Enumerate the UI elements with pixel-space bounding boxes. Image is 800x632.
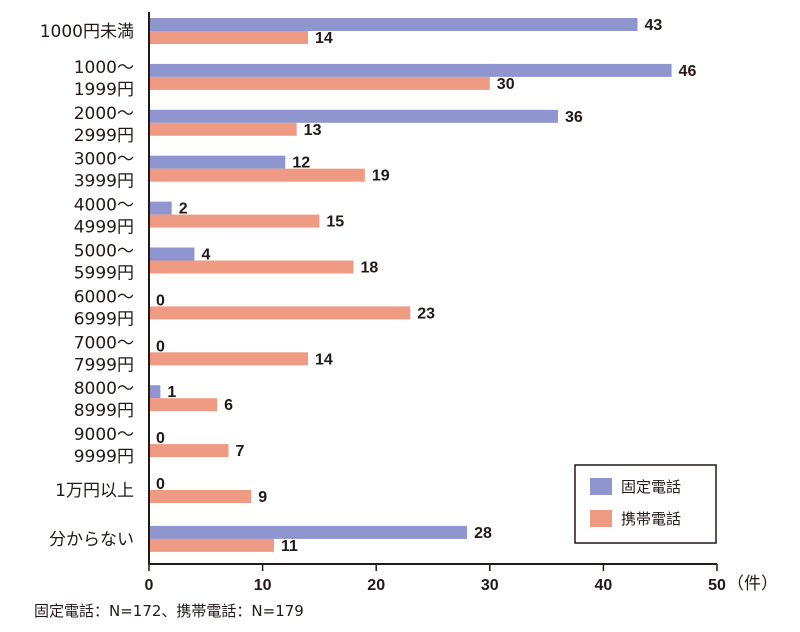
bar-fixed-4 bbox=[149, 201, 172, 215]
value-label-mobile-2: 13 bbox=[304, 122, 322, 139]
category-label-2-1: 2999円 bbox=[74, 126, 134, 146]
value-label-fixed-10: 0 bbox=[156, 476, 165, 493]
bar-fixed-3 bbox=[149, 155, 286, 169]
x-tick-label-2: 20 bbox=[367, 577, 385, 594]
category-label-9-1: 9999円 bbox=[74, 447, 134, 467]
bar-mobile-5 bbox=[149, 260, 354, 274]
category-label-1-0: 1000～ bbox=[74, 58, 134, 78]
category-label-11-0: 分からない bbox=[49, 530, 134, 550]
bar-fixed-8 bbox=[149, 385, 161, 399]
bar-mobile-0 bbox=[149, 31, 309, 44]
legend-label-mobile: 携帯電話 bbox=[621, 510, 681, 528]
bar-fixed-5 bbox=[149, 247, 195, 261]
category-label-5-0: 5000～ bbox=[74, 242, 134, 262]
value-label-mobile-5: 18 bbox=[360, 260, 378, 277]
legend-swatch-mobile bbox=[590, 510, 612, 527]
value-label-fixed-4: 2 bbox=[179, 201, 188, 218]
x-tick-label-3: 30 bbox=[481, 577, 499, 594]
bar-fixed-2 bbox=[149, 109, 558, 123]
category-label-4-1: 4999円 bbox=[74, 218, 134, 238]
category-label-3-0: 3000～ bbox=[74, 150, 134, 170]
bar-mobile-8 bbox=[149, 398, 218, 412]
bar-mobile-11 bbox=[149, 538, 274, 552]
bar-fixed-0 bbox=[149, 18, 638, 31]
category-label-6-1: 6999円 bbox=[74, 309, 134, 329]
category-label-3-1: 3999円 bbox=[74, 172, 134, 192]
value-label-mobile-11: 11 bbox=[281, 538, 298, 555]
x-ticks-group: 0 10 20 30 40 50 bbox=[145, 564, 726, 594]
value-label-mobile-8: 6 bbox=[224, 397, 233, 414]
x-tick-label-0: 0 bbox=[145, 577, 154, 594]
x-tick-label-5: 50 bbox=[708, 577, 726, 594]
footnote: 固定電話：N=172、携帯電話：N=179 bbox=[34, 602, 304, 620]
value-label-fixed-9: 0 bbox=[156, 430, 165, 447]
bar-mobile-4 bbox=[149, 214, 320, 228]
bar-mobile-10 bbox=[149, 490, 252, 503]
category-label-6-0: 6000～ bbox=[74, 287, 134, 307]
category-label-9-0: 9000～ bbox=[74, 425, 134, 445]
value-label-mobile-4: 15 bbox=[326, 214, 344, 231]
value-label-fixed-6: 0 bbox=[156, 292, 165, 309]
category-label-1-1: 1999円 bbox=[74, 80, 134, 100]
value-label-mobile-1: 30 bbox=[497, 76, 515, 93]
value-label-mobile-7: 14 bbox=[315, 351, 333, 368]
value-label-fixed-5: 4 bbox=[201, 247, 210, 264]
category-label-7-0: 7000～ bbox=[74, 333, 134, 353]
category-label-8-1: 8999円 bbox=[74, 401, 134, 421]
value-label-mobile-6: 23 bbox=[417, 305, 435, 322]
category-label-8-0: 8000～ bbox=[74, 379, 134, 399]
value-label-fixed-3: 12 bbox=[292, 155, 310, 172]
value-label-fixed-1: 46 bbox=[679, 63, 697, 80]
value-label-mobile-0: 14 bbox=[315, 30, 333, 47]
value-label-fixed-8: 1 bbox=[167, 384, 176, 401]
category-label-4-0: 4000～ bbox=[74, 196, 134, 216]
bar-mobile-3 bbox=[149, 168, 365, 182]
x-tick-label-1: 10 bbox=[254, 577, 272, 594]
value-label-fixed-0: 43 bbox=[644, 17, 662, 34]
value-label-mobile-3: 19 bbox=[372, 168, 390, 185]
bar-mobile-6 bbox=[149, 306, 411, 320]
bar-mobile-1 bbox=[149, 76, 490, 90]
bars-group bbox=[149, 18, 672, 552]
legend-swatch-fixed bbox=[590, 478, 612, 495]
value-label-fixed-11: 28 bbox=[474, 525, 492, 542]
labels-group: 43141000円未満46301000～1999円36132000～2999円1… bbox=[40, 17, 697, 555]
bar-mobile-2 bbox=[149, 122, 297, 136]
bar-fixed-11 bbox=[149, 525, 468, 539]
legend-label-fixed: 固定電話 bbox=[621, 478, 681, 496]
value-label-mobile-9: 7 bbox=[236, 443, 245, 460]
category-label-10-0: 1万円以上 bbox=[55, 481, 134, 501]
bar-fixed-1 bbox=[149, 63, 672, 77]
category-label-0-0: 1000円未満 bbox=[40, 22, 134, 42]
x-tick-label-4: 40 bbox=[595, 577, 613, 594]
x-unit-label: （件） bbox=[727, 574, 778, 594]
value-label-fixed-7: 0 bbox=[156, 338, 165, 355]
bar-mobile-9 bbox=[149, 444, 229, 458]
category-label-7-1: 7999円 bbox=[74, 355, 134, 375]
category-label-2-0: 2000～ bbox=[74, 104, 134, 124]
legend-box bbox=[574, 464, 717, 544]
value-label-mobile-10: 9 bbox=[258, 489, 267, 506]
value-label-fixed-2: 36 bbox=[565, 109, 583, 126]
category-label-5-1: 5999円 bbox=[74, 264, 134, 284]
legend: 固定電話 携帯電話 bbox=[574, 464, 717, 544]
bar-mobile-7 bbox=[149, 352, 309, 366]
